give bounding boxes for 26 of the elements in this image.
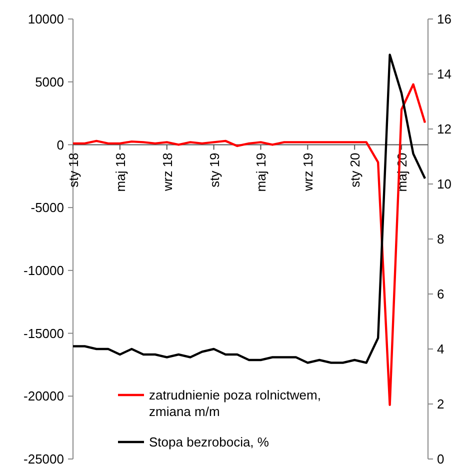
y2-tick-label: 10 — [437, 176, 452, 192]
y2-tick-label: 16 — [437, 12, 452, 27]
legend-label: zatrudnienie poza rolnictwem, zmiana m/m — [149, 388, 321, 419]
y-tick-label: 10000 — [28, 12, 64, 27]
y2-tick-label: 14 — [437, 66, 452, 82]
y2-tick-label: 6 — [437, 286, 444, 302]
x-tick-label: sty 18 — [66, 152, 81, 188]
y-tick-label: 0 — [56, 137, 64, 152]
x-tick-label: maj 18 — [112, 152, 128, 192]
y2-tick-label: 12 — [437, 122, 452, 137]
y2-tick-label: 2 — [437, 396, 444, 412]
x-tick-label: sty 19 — [206, 152, 222, 188]
x-tick-label: sty 20 — [348, 152, 363, 188]
x-tick-label: wrz 19 — [300, 152, 316, 192]
y2-tick-label: 8 — [437, 232, 444, 247]
y-tick-label: -15000 — [24, 326, 64, 341]
legend-label: Stopa bezrobocia, % — [149, 434, 270, 450]
y-tick-label: -20000 — [24, 388, 64, 404]
x-tick-label: maj 19 — [254, 152, 269, 192]
y-tick-label: -10000 — [24, 262, 64, 278]
y-tick-label: -5000 — [30, 200, 64, 216]
y-tick-label: -25000 — [24, 452, 64, 464]
y-tick-label: 5000 — [35, 74, 64, 90]
x-tick-label: wrz 18 — [160, 152, 175, 192]
y2-tick-label: 0 — [437, 452, 444, 464]
y2-tick-label: 4 — [437, 342, 444, 357]
